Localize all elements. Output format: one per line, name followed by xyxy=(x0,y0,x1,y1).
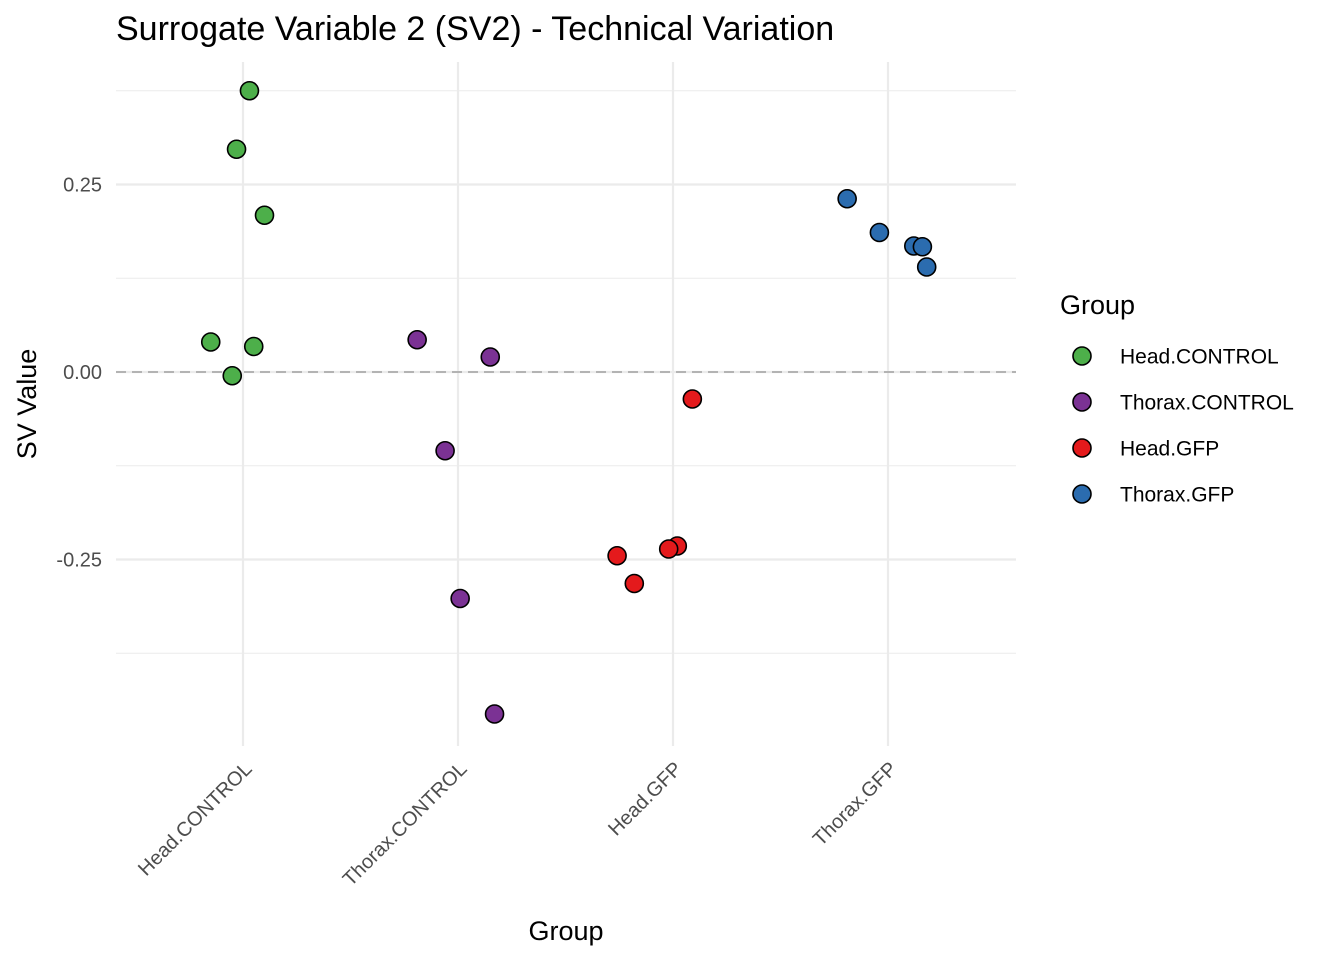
data-point-head-control xyxy=(239,80,260,101)
y-axis-ticks: 0.25 0.00 -0.25 xyxy=(56,175,102,572)
data-point-head-gfp xyxy=(682,389,703,409)
y-axis-title: SV Value xyxy=(12,349,42,460)
data-point-head-control xyxy=(200,332,221,352)
data-point-thorax-control xyxy=(484,704,505,724)
legend-title: Group xyxy=(1060,290,1135,320)
legend-label: Head.GFP xyxy=(1120,438,1219,461)
y-tick-label: 0.00 xyxy=(63,362,102,384)
data-point-thorax-control xyxy=(407,329,427,350)
y-tick-label: 0.25 xyxy=(63,175,102,197)
data-point-head-gfp xyxy=(607,545,627,566)
data-point-thorax-gfp xyxy=(869,222,890,243)
x-tick-label: Head.GFP xyxy=(604,758,686,840)
data-point-head-control xyxy=(254,205,275,226)
x-tick-label: Thorax.GFP xyxy=(809,758,902,851)
data-point-thorax-gfp xyxy=(912,236,933,257)
data-point-head-gfp xyxy=(658,539,679,559)
legend-key-thorax-control xyxy=(1072,392,1092,412)
data-point-head-control xyxy=(222,365,243,386)
gridlines xyxy=(116,62,1016,746)
data-point-thorax-control xyxy=(480,347,501,367)
data-point-head-gfp xyxy=(624,573,645,594)
y-tick-label: -0.25 xyxy=(56,550,102,572)
legend: Group Head.CONTROL Thorax.CONTROL Head.GFP… xyxy=(1060,290,1294,507)
data-points xyxy=(200,80,937,724)
x-tick-label: Thorax.CONTROL xyxy=(339,758,472,891)
legend-label: Head.CONTROL xyxy=(1120,346,1279,369)
x-axis-title: Group xyxy=(528,916,603,946)
data-point-thorax-gfp xyxy=(837,188,857,209)
data-point-thorax-control xyxy=(435,440,455,461)
legend-label: Thorax.CONTROL xyxy=(1120,392,1294,415)
legend-key-head-gfp xyxy=(1072,438,1092,458)
data-point-thorax-gfp xyxy=(916,257,937,277)
legend-key-head-control xyxy=(1072,346,1092,366)
x-axis-ticks: Head.CONTROL Thorax.CONTROL Head.GFP Thorax… xyxy=(134,758,901,891)
legend-label: Thorax.GFP xyxy=(1120,484,1234,507)
legend-key-thorax-gfp xyxy=(1072,484,1092,504)
chart-title: Surrogate Variable 2 (SV2) - Technical V… xyxy=(116,10,834,48)
data-point-thorax-control xyxy=(450,588,470,609)
x-tick-label: Head.CONTROL xyxy=(134,758,256,880)
data-point-head-control xyxy=(226,139,247,160)
data-point-head-control xyxy=(243,336,264,357)
